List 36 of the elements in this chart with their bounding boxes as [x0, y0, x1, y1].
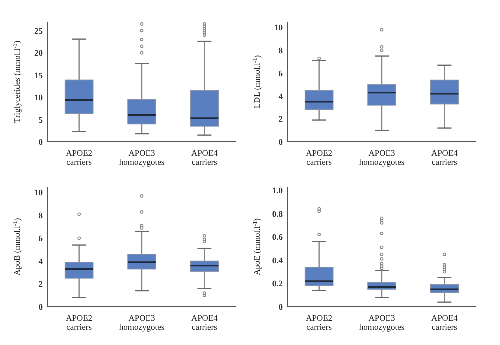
y-tick-label: 15 [34, 70, 43, 80]
y-tick-label: 0 [38, 136, 43, 147]
y-tick-label: 1.0 [272, 185, 283, 196]
y-tick-label: 10 [34, 92, 43, 103]
y-tick-label: 4 [38, 256, 44, 266]
y-tick-label: 5 [38, 114, 43, 125]
x-tick-label: APOE4 carriers [191, 313, 219, 332]
x-tick-label: APOE4 carriers [431, 148, 459, 167]
y-tick-label: 0.8 [272, 208, 283, 219]
y-tick-label: 2 [278, 114, 283, 124]
x-tick-label: APOE2 carriers [306, 148, 333, 167]
y-tick-label: 10 [274, 22, 283, 33]
y-tick-label: 0 [38, 302, 43, 312]
y-tick-label: 10 [34, 188, 43, 198]
y-tick-label: 4 [278, 91, 284, 102]
x-tick-label: APOE3 homozygotes [359, 313, 405, 332]
x-tick-label: APOE3 homozygotes [119, 148, 165, 167]
x-tick-label: APOE2 carriers [66, 148, 93, 167]
x-tick-label: APOE3 homozygotes [119, 313, 165, 332]
y-tick-label: 25 [34, 26, 43, 36]
y-tick-label: 8 [278, 46, 283, 56]
y-tick-label: 20 [34, 48, 43, 58]
x-tick-label: APOE2 carriers [66, 313, 93, 332]
x-tick-label: APOE3 homozygotes [359, 148, 405, 167]
y-tick-label: 6 [38, 233, 43, 244]
x-tick-label: APOE2 carriers [306, 313, 333, 332]
x-tick-label: APOE4 carriers [431, 313, 459, 332]
y-tick-label: 0.4 [272, 255, 284, 266]
y-tick-label: 0.2 [272, 278, 283, 289]
y-tick-label: 0 [278, 136, 283, 147]
y-tick-label: 0 [278, 302, 283, 312]
x-tick-label: APOE4 carriers [191, 148, 219, 167]
y-tick-label: 8 [38, 210, 43, 221]
y-tick-label: 0.6 [272, 232, 283, 242]
y-tick-label: 2 [38, 279, 43, 290]
y-tick-label: 6 [278, 68, 283, 78]
